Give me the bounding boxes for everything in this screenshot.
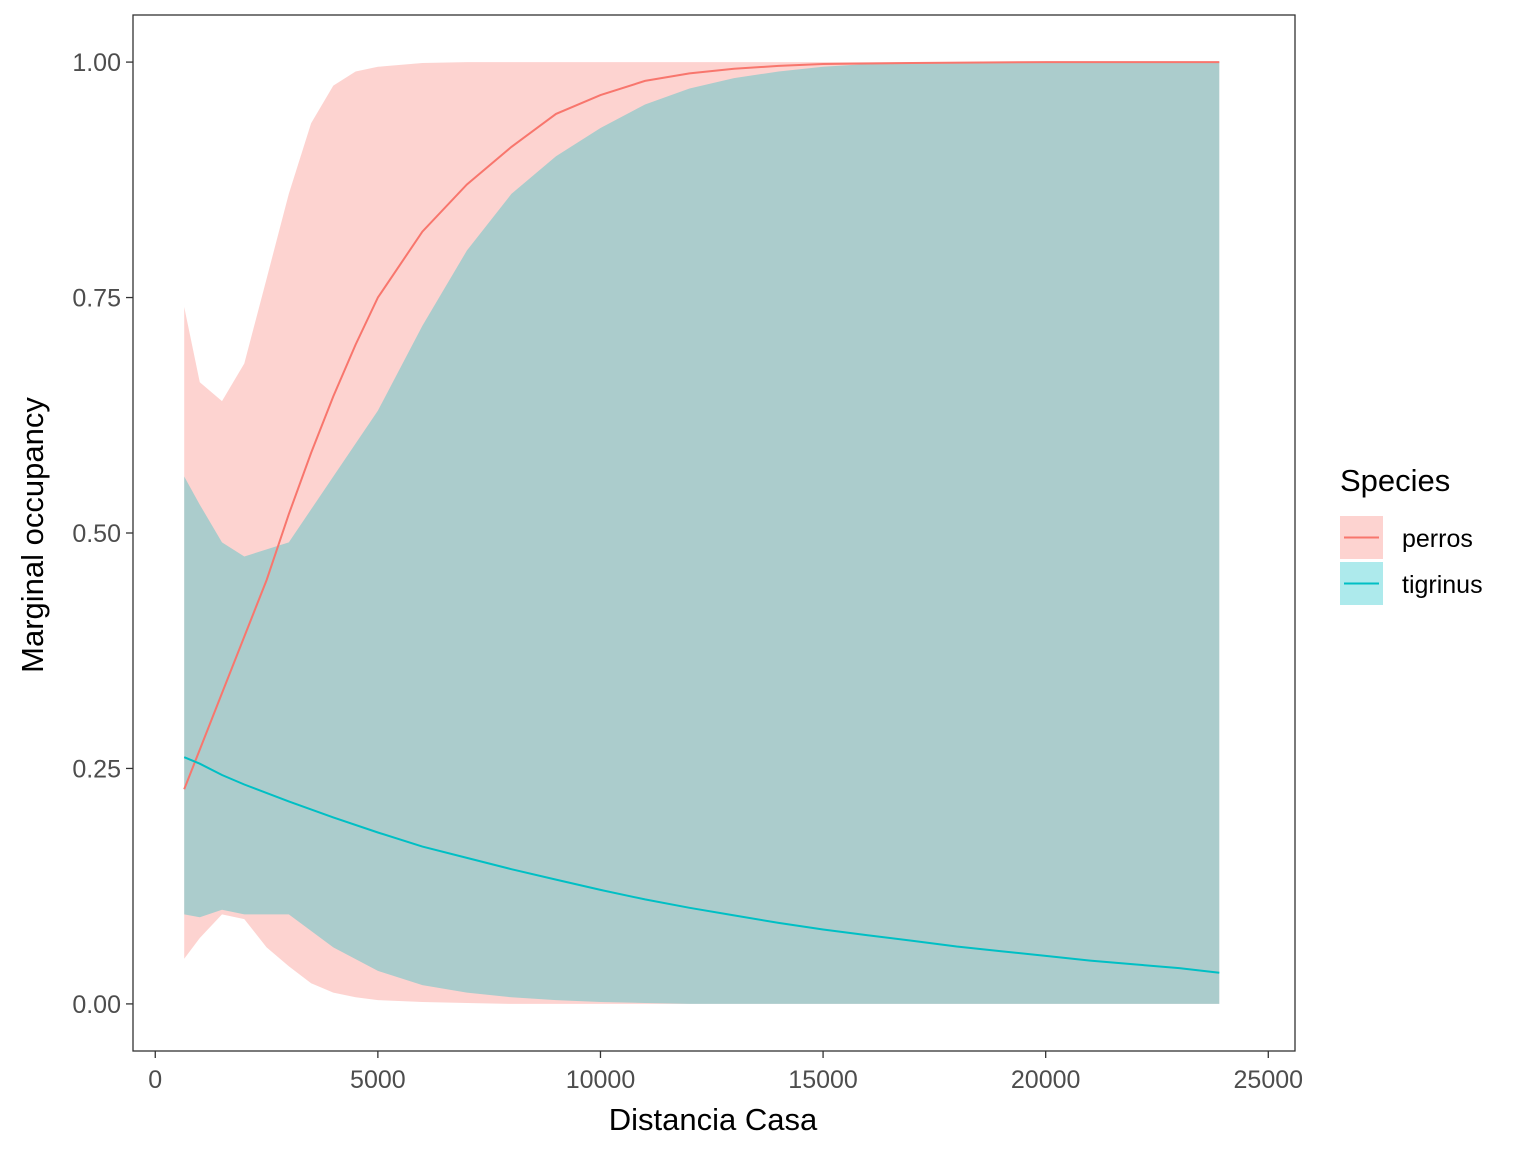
x-axis-title: Distancia Casa xyxy=(609,1102,818,1137)
y-tick-label: 0.00 xyxy=(72,991,121,1019)
y-tick-label: 1.00 xyxy=(72,49,121,77)
legend: Species perros tigrinus xyxy=(1340,463,1483,605)
legend-label-perros: perros xyxy=(1402,525,1473,553)
line-tigrinus xyxy=(183,756,1220,974)
legend-title: Species xyxy=(1340,463,1450,498)
x-axis: 0 5000 10000 15000 20000 25000 xyxy=(148,1051,1303,1094)
line-perros xyxy=(183,61,1220,790)
legend-items: perros tigrinus xyxy=(1340,516,1483,605)
band-tigrinus xyxy=(184,62,1220,1004)
y-tick-label: 0.50 xyxy=(72,520,121,548)
legend-label-tigrinus: tigrinus xyxy=(1402,571,1483,599)
confidence-bands xyxy=(184,62,1220,1004)
legend-item-perros: perros xyxy=(1340,516,1473,559)
x-tick-label: 15000 xyxy=(788,1066,858,1094)
x-tick-label: 25000 xyxy=(1234,1066,1304,1094)
y-tick-label: 0.75 xyxy=(72,285,121,313)
x-tick-label: 5000 xyxy=(350,1066,406,1094)
series-lines xyxy=(183,61,1220,974)
x-tick-label: 20000 xyxy=(1011,1066,1081,1094)
y-tick-label: 0.25 xyxy=(72,755,121,783)
legend-item-tigrinus: tigrinus xyxy=(1340,562,1483,605)
y-axis-title: Marginal occupancy xyxy=(15,397,50,673)
x-tick-label: 0 xyxy=(148,1066,162,1094)
band-perros xyxy=(184,62,1220,1004)
x-tick-label: 10000 xyxy=(566,1066,636,1094)
y-axis: 0.00 0.25 0.50 0.75 1.00 xyxy=(72,49,133,1019)
